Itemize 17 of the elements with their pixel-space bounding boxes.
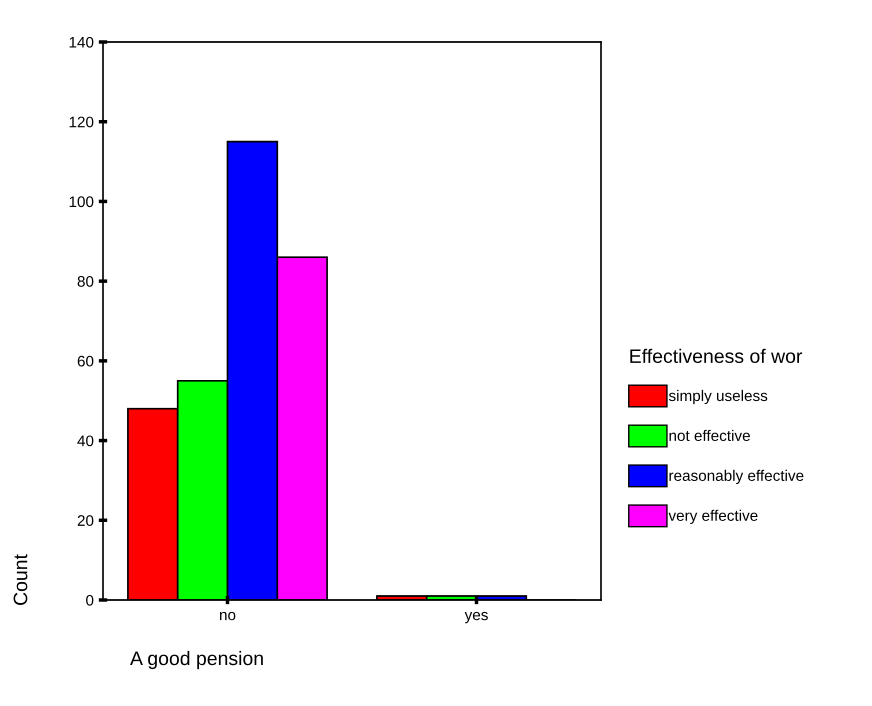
- legend-label: simply useless: [668, 390, 768, 404]
- y-tick-label: 0: [86, 594, 94, 606]
- y-tick-label: 40: [77, 435, 94, 446]
- y-tick-label: 120: [70, 116, 94, 128]
- x-axis-title: A good pension: [130, 650, 263, 670]
- legend-label: very effective: [668, 510, 758, 524]
- legend-label: reasonably effective: [669, 470, 804, 484]
- y-tick-label: 80: [78, 276, 94, 287]
- legend-title: Effectiveness of wor: [630, 348, 802, 364]
- x-tick-label: yes: [464, 612, 488, 624]
- y-tick-label: 60: [78, 356, 94, 367]
- y-tick-label: 100: [70, 196, 94, 208]
- legend-label: not effective: [669, 430, 750, 442]
- x-tick-label: no: [220, 612, 236, 620]
- y-tick-label: 20: [78, 515, 94, 526]
- y-tick-label: 140: [70, 36, 94, 48]
- y-axis-title: Count: [14, 554, 28, 605]
